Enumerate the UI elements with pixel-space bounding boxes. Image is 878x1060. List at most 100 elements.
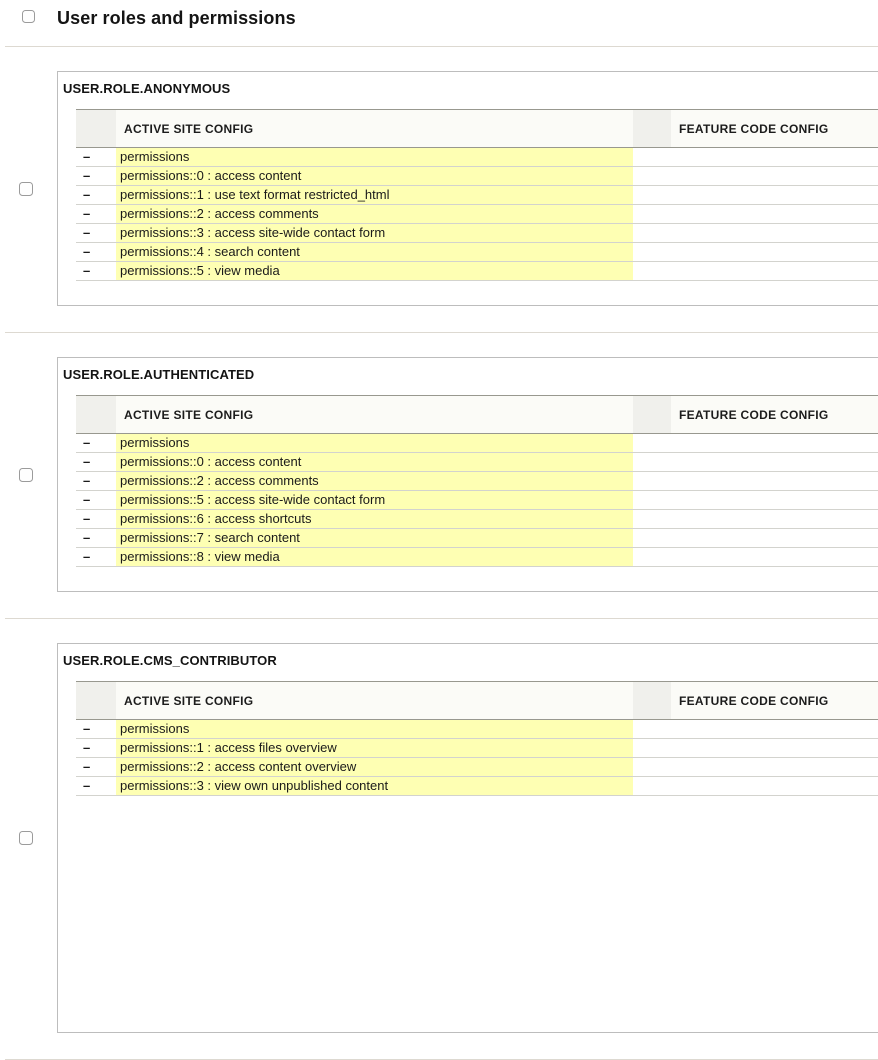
config-section: USER.ROLE.ANONYMOUS ACTIVE SITE CONFIG F…: [0, 71, 878, 306]
active-config-value: permissions: [116, 433, 633, 453]
diff-row: – permissions: [76, 433, 878, 453]
removed-marker: –: [76, 204, 116, 224]
diff-row: – permissions::0 : access content: [76, 166, 878, 186]
config-section: USER.ROLE.AUTHENTICATED ACTIVE SITE CONF…: [0, 357, 878, 592]
column-header-active-site-config: ACTIVE SITE CONFIG: [116, 395, 633, 434]
removed-marker: –: [76, 757, 116, 777]
active-config-value: permissions: [116, 719, 633, 739]
feature-config-value: [671, 490, 878, 510]
select-all-checkbox[interactable]: [22, 10, 35, 23]
active-marker-column-header: [76, 395, 116, 434]
config-item-name: USER.ROLE.ANONYMOUS: [63, 81, 231, 96]
feature-config-value: [671, 166, 878, 186]
feature-config-value: [671, 223, 878, 243]
feature-marker-cell: [633, 261, 671, 281]
diff-header-row: ACTIVE SITE CONFIG FEATURE CODE CONFIG: [76, 395, 878, 434]
active-config-value: permissions::6 : access shortcuts: [116, 509, 633, 529]
removed-marker: –: [76, 776, 116, 796]
diff-table: ACTIVE SITE CONFIG FEATURE CODE CONFIG –…: [76, 681, 878, 796]
feature-config-value: [671, 185, 878, 205]
removed-marker: –: [76, 547, 116, 567]
removed-marker: –: [76, 147, 116, 167]
diff-row: – permissions: [76, 147, 878, 167]
feature-marker-cell: [633, 757, 671, 777]
active-config-value: permissions::1 : access files overview: [116, 738, 633, 758]
diff-row: – permissions::8 : view media: [76, 547, 878, 567]
active-config-value: permissions::5 : view media: [116, 261, 633, 281]
feature-marker-cell: [633, 547, 671, 567]
feature-config-value: [671, 547, 878, 567]
page-title: User roles and permissions: [57, 8, 296, 28]
feature-marker-cell: [633, 471, 671, 491]
feature-marker-cell: [633, 433, 671, 453]
feature-config-value: [671, 242, 878, 262]
active-config-value: permissions::3 : view own unpublished co…: [116, 776, 633, 796]
feature-marker-cell: [633, 147, 671, 167]
feature-marker-cell: [633, 452, 671, 472]
config-item-name: USER.ROLE.AUTHENTICATED: [63, 367, 255, 382]
diff-row: – permissions::3 : view own unpublished c…: [76, 776, 878, 796]
removed-marker: –: [76, 528, 116, 548]
active-marker-column-header: [76, 681, 116, 720]
removed-marker: –: [76, 471, 116, 491]
sections-container: USER.ROLE.ANONYMOUS ACTIVE SITE CONFIG F…: [0, 71, 878, 1060]
diff-table: ACTIVE SITE CONFIG FEATURE CODE CONFIG –…: [76, 395, 878, 567]
feature-config-value: [671, 261, 878, 281]
feature-config-value: [671, 719, 878, 739]
active-config-value: permissions::1 : use text format restric…: [116, 185, 633, 205]
removed-marker: –: [76, 166, 116, 186]
diff-header-row: ACTIVE SITE CONFIG FEATURE CODE CONFIG: [76, 109, 878, 148]
config-panel: USER.ROLE.AUTHENTICATED ACTIVE SITE CONF…: [57, 357, 878, 592]
section-select-checkbox[interactable]: [19, 467, 33, 482]
active-config-value: permissions::2 : access content overview: [116, 757, 633, 777]
diff-row: – permissions::2 : access content overvie…: [76, 757, 878, 777]
feature-config-value: [671, 757, 878, 777]
config-panel: USER.ROLE.ANONYMOUS ACTIVE SITE CONFIG F…: [57, 71, 878, 306]
diff-row: – permissions::7 : search content: [76, 528, 878, 548]
config-section: USER.ROLE.CMS_CONTRIBUTOR ACTIVE SITE CO…: [0, 643, 878, 1033]
diff-row: – permissions::4 : search content: [76, 242, 878, 262]
feature-marker-cell: [633, 509, 671, 529]
config-panel: USER.ROLE.CMS_CONTRIBUTOR ACTIVE SITE CO…: [57, 643, 878, 1033]
feature-marker-cell: [633, 242, 671, 262]
removed-marker: –: [76, 261, 116, 281]
config-item-name: USER.ROLE.CMS_CONTRIBUTOR: [63, 653, 277, 668]
removed-marker: –: [76, 719, 116, 739]
active-marker-column-header: [76, 109, 116, 148]
section-select-checkbox[interactable]: [19, 831, 33, 845]
feature-marker-cell: [633, 738, 671, 758]
feature-marker-cell: [633, 166, 671, 186]
feature-config-value: [671, 147, 878, 167]
removed-marker: –: [76, 509, 116, 529]
column-header-active-site-config: ACTIVE SITE CONFIG: [116, 109, 633, 148]
active-config-value: permissions::2 : access comments: [116, 204, 633, 224]
removed-marker: –: [76, 738, 116, 758]
feature-config-value: [671, 433, 878, 453]
diff-rows: – permissions – permissions::1 : access fil…: [76, 719, 878, 796]
feature-marker-column-header: [633, 109, 671, 148]
feature-config-value: [671, 738, 878, 758]
active-config-value: permissions::0 : access content: [116, 166, 633, 186]
diff-header-row: ACTIVE SITE CONFIG FEATURE CODE CONFIG: [76, 681, 878, 720]
feature-marker-cell: [633, 204, 671, 224]
column-header-feature-code-config: FEATURE CODE CONFIG: [671, 395, 878, 434]
active-config-value: permissions: [116, 147, 633, 167]
column-header-feature-code-config: FEATURE CODE CONFIG: [671, 681, 878, 720]
removed-marker: –: [76, 242, 116, 262]
diff-rows: – permissions – permissions::0 : access con…: [76, 147, 878, 281]
active-config-value: permissions::2 : access comments: [116, 471, 633, 491]
removed-marker: –: [76, 490, 116, 510]
header-divider: [5, 46, 878, 47]
feature-config-value: [671, 204, 878, 224]
section-select-checkbox[interactable]: [19, 181, 33, 196]
feature-config-value: [671, 471, 878, 491]
feature-marker-column-header: [633, 681, 671, 720]
active-config-value: permissions::3 : access site-wide contac…: [116, 223, 633, 243]
diff-row: – permissions: [76, 719, 878, 739]
feature-config-value: [671, 776, 878, 796]
active-config-value: permissions::0 : access content: [116, 452, 633, 472]
diff-row: – permissions::2 : access comments: [76, 471, 878, 491]
removed-marker: –: [76, 223, 116, 243]
section-divider: [5, 332, 878, 333]
